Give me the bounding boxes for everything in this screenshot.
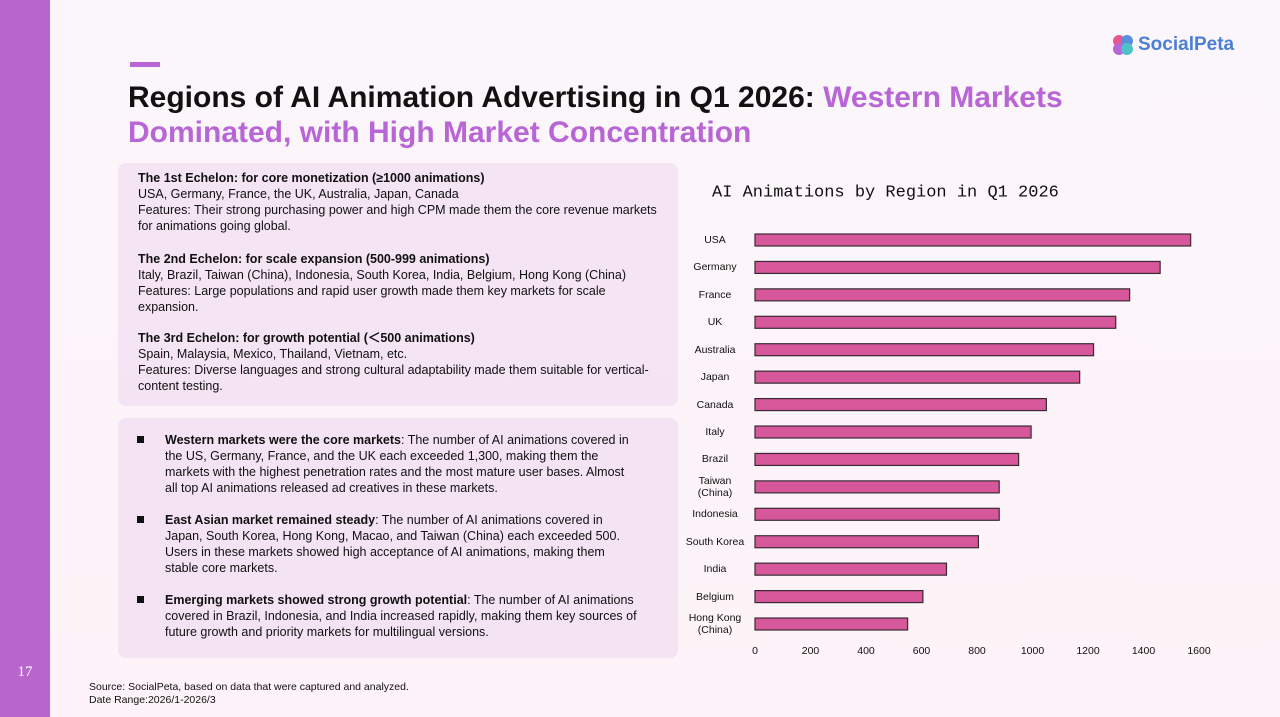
echelon: The 2nd Echelon: for scale expansion (50… xyxy=(138,251,668,315)
bullet-text: : The number of AI animations covered in… xyxy=(165,593,637,639)
bar xyxy=(754,535,979,549)
y-tick-label: Taiwan (China) xyxy=(697,474,733,499)
y-tick-label: Indonesia xyxy=(692,508,738,521)
title: Regions of AI Animation Advertising in Q… xyxy=(128,80,1168,150)
echelon-heading: The 1st Echelon: for core monetization (… xyxy=(138,171,485,185)
y-tick-label: Australia xyxy=(694,343,736,356)
echelon-countries: Italy, Brazil, Taiwan (China), Indonesia… xyxy=(138,268,626,282)
bar xyxy=(754,397,1047,412)
echelon-box xyxy=(118,163,678,406)
x-tick-label: 0 xyxy=(752,645,758,657)
bullet-square xyxy=(137,436,144,443)
bullet-lead: Emerging markets showed strong growth po… xyxy=(165,593,468,607)
bullet: Western markets were the core markets: T… xyxy=(165,432,640,496)
echelon-countries: USA, Germany, France, the UK, Australia,… xyxy=(138,187,459,201)
x-tick-label: 1400 xyxy=(1132,645,1156,657)
echelon-features: Features: Their strong purchasing power … xyxy=(138,203,657,233)
y-tick-label: Germany xyxy=(693,261,737,274)
y-tick-label: India xyxy=(703,563,727,576)
echelon-heading: The 3rd Echelon: for growth potential (＜… xyxy=(138,331,475,345)
bullet-square xyxy=(137,516,144,523)
bullet-square xyxy=(137,596,144,603)
bar xyxy=(754,507,1000,521)
chart-title: AI Animations by Region in Q1 2026 xyxy=(712,183,1059,202)
y-tick-label: Brazil xyxy=(701,453,729,466)
y-tick-label: South Korea xyxy=(685,535,745,548)
y-tick-label: Canada xyxy=(696,398,734,411)
x-tick-label: 800 xyxy=(968,645,986,657)
source: Source: SocialPeta, based on data that w… xyxy=(89,681,409,693)
y-tick-label: Italy xyxy=(705,426,725,438)
bar xyxy=(754,288,1131,302)
echelon: The 1st Echelon: for core monetization (… xyxy=(138,170,668,234)
echelon-features: Features: Diverse languages and strong c… xyxy=(138,363,649,393)
bullet: East Asian market remained steady: The n… xyxy=(165,512,640,576)
bar xyxy=(754,480,1000,494)
side-stripe xyxy=(0,0,50,717)
accent-dash xyxy=(130,62,160,67)
bullet-text: : The number of AI animations covered in… xyxy=(165,513,620,575)
bar xyxy=(754,260,1161,275)
chart: AI Animations by Region in Q1 2026 0 200 4… xyxy=(680,170,1240,670)
echelon-heading: The 2nd Echelon: for scale expansion (50… xyxy=(138,252,490,266)
bullet-box xyxy=(118,418,678,658)
bar xyxy=(754,589,924,604)
bullet-lead: East Asian market remained steady xyxy=(165,513,376,527)
bar xyxy=(754,315,1117,329)
bullet-text: : The number of AI animations covered in… xyxy=(165,433,629,495)
y-tick-label: France xyxy=(698,288,732,301)
page-number: 17 xyxy=(17,664,33,680)
y-tick-label: UK xyxy=(707,316,723,329)
y-tick-label: Hong Kong (China) xyxy=(688,612,742,637)
x-tick-label: 200 xyxy=(802,645,820,657)
logo[interactable]: SocialPeta xyxy=(1112,34,1234,56)
logo-icon xyxy=(1113,35,1133,55)
bar xyxy=(754,233,1192,247)
bar xyxy=(754,452,1020,467)
x-tick-label: 600 xyxy=(913,645,931,657)
logo-text: SocialPeta xyxy=(1138,34,1235,55)
x-tick-label: 400 xyxy=(857,645,875,657)
y-tick-label: USA xyxy=(704,234,726,246)
x-tick-label: 1200 xyxy=(1076,645,1100,657)
y-tick-label: Japan xyxy=(700,371,730,384)
title-main: Regions of AI Animation Advertising in Q… xyxy=(128,81,815,114)
bar xyxy=(754,562,948,576)
bullet-lead: Western markets were the core markets xyxy=(165,433,401,447)
bar xyxy=(754,370,1081,384)
echelon-countries: Spain, Malaysia, Mexico, Thailand, Vietn… xyxy=(138,347,408,361)
bar xyxy=(754,617,909,631)
bullet: Emerging markets showed strong growth po… xyxy=(165,592,640,640)
bar xyxy=(754,343,1095,357)
echelon: The 3rd Echelon: for growth potential (＜… xyxy=(138,330,668,394)
x-tick-label: 1600 xyxy=(1187,645,1211,657)
footer: Source: SocialPeta, based on data that w… xyxy=(89,681,409,707)
title-highlight: Western Markets Dominated, with High Mar… xyxy=(128,81,1063,149)
echelon-features: Features: Large populations and rapid us… xyxy=(138,284,606,314)
date-range: Date Range:2026/1-2026/3 xyxy=(89,694,216,706)
y-tick-label: Belgium xyxy=(696,590,734,603)
chart-svg: AI Animations by Region in Q1 2026 0 200 4… xyxy=(712,183,1211,657)
x-tick-label: 1000 xyxy=(1021,645,1045,657)
bar xyxy=(754,425,1032,439)
